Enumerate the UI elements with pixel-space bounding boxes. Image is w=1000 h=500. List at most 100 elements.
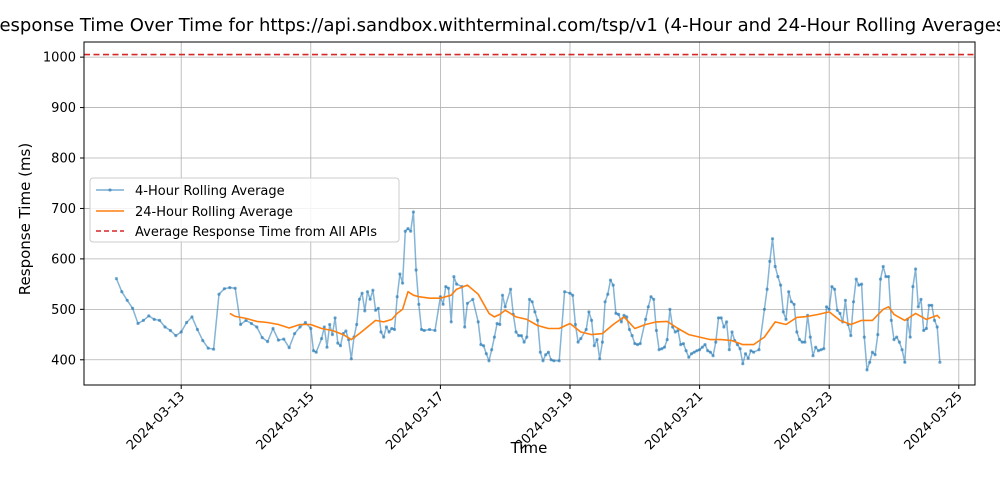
data-point-4h	[611, 283, 615, 287]
data-point-4h	[668, 307, 672, 311]
data-point-4h	[644, 317, 648, 321]
data-point-4h	[403, 229, 407, 233]
data-point-4h	[482, 344, 486, 348]
data-point-4h	[503, 305, 507, 309]
data-point-4h	[830, 285, 834, 289]
grid	[84, 42, 975, 385]
data-point-4h	[743, 352, 748, 356]
data-point-4h	[673, 330, 677, 334]
data-point-4h	[762, 307, 767, 311]
data-point-4h	[490, 348, 494, 352]
data-point-4h	[627, 327, 632, 332]
data-point-4h	[819, 348, 823, 352]
data-point-4h	[592, 344, 596, 348]
data-point-4h	[206, 346, 210, 350]
data-point-4h	[395, 295, 399, 299]
data-point-4h	[228, 286, 232, 290]
data-point-4h	[428, 327, 432, 332]
data-point-4h	[638, 342, 642, 346]
data-point-4h	[927, 303, 931, 307]
data-point-4h	[455, 282, 459, 286]
data-point-4h	[392, 327, 397, 332]
data-point-4h	[849, 334, 853, 338]
data-point-4h	[606, 292, 610, 296]
data-point-4h	[590, 318, 594, 322]
data-point-4h	[884, 275, 888, 279]
data-point-4h	[414, 268, 418, 272]
data-point-4h	[411, 210, 415, 214]
data-point-4h	[587, 310, 591, 314]
data-point-4h	[409, 229, 413, 233]
data-point-4h	[320, 337, 324, 341]
data-point-4h	[384, 325, 388, 329]
data-point-4h	[584, 327, 588, 332]
data-point-4h	[530, 300, 534, 304]
data-point-4h	[357, 297, 361, 301]
x-tick-label: 2024-03-17	[383, 389, 447, 453]
data-point-4h	[163, 325, 167, 329]
plot-frame	[83, 41, 976, 386]
data-point-4h	[390, 326, 394, 331]
data-point-4h	[719, 316, 723, 320]
data-point-4h	[471, 297, 475, 301]
data-point-4h	[382, 335, 386, 339]
data-point-4h	[522, 340, 526, 344]
data-point-4h	[725, 320, 729, 324]
data-point-4h	[776, 275, 780, 279]
data-point-4h	[603, 300, 607, 304]
data-point-4h	[371, 288, 375, 292]
data-point-4h	[579, 337, 583, 341]
data-point-4h	[662, 345, 667, 349]
data-point-4h	[814, 345, 818, 349]
data-point-4h	[266, 340, 270, 344]
data-point-4h	[168, 328, 172, 333]
data-point-4h	[770, 237, 775, 241]
data-point-4h	[887, 275, 891, 279]
data-point-4h	[932, 318, 937, 322]
data-point-4h	[239, 322, 243, 327]
data-point-4h	[692, 350, 696, 354]
data-point-4h	[865, 368, 869, 372]
data-point-4h	[309, 326, 313, 331]
data-point-4h	[401, 281, 405, 285]
data-point-4h	[800, 340, 804, 344]
data-point-4h	[708, 350, 713, 354]
data-point-4h	[595, 338, 599, 342]
series-line-24h-rolling-average	[229, 284, 941, 346]
data-point-4h	[179, 330, 183, 334]
data-point-4h	[406, 227, 410, 231]
data-point-4h	[735, 343, 740, 347]
data-point-4h	[633, 342, 637, 346]
data-point-4h	[914, 267, 918, 271]
data-point-4h	[706, 349, 710, 353]
data-point-4h	[657, 348, 661, 352]
y-axis-label: Response Time (ms)	[16, 143, 34, 295]
data-point-4h	[768, 259, 772, 263]
data-point-4h	[873, 353, 877, 357]
data-point-4h	[654, 328, 659, 333]
data-point-4h	[536, 318, 540, 322]
data-point-4h	[757, 348, 761, 352]
data-point-4h	[851, 300, 856, 304]
data-point-4h	[614, 311, 618, 315]
data-point-4h	[803, 340, 807, 344]
data-point-4h	[495, 321, 499, 326]
data-point-4h	[911, 285, 915, 289]
data-point-4h	[600, 340, 605, 344]
data-point-4h	[795, 330, 799, 334]
data-point-4h	[854, 277, 858, 281]
data-point-4h	[878, 277, 883, 281]
data-point-4h	[330, 333, 334, 337]
data-point-4h	[325, 345, 329, 349]
data-point-4h	[630, 334, 634, 338]
data-point-4h	[190, 315, 194, 319]
data-point-4h	[374, 308, 378, 312]
data-point-4h	[722, 325, 726, 329]
legend-label-24h: 24-Hour Rolling Average	[135, 205, 293, 220]
data-point-4h	[684, 349, 688, 353]
y-tick-label: 900	[51, 101, 76, 116]
legend-marker-4h	[108, 188, 112, 192]
data-point-4h	[749, 349, 753, 353]
data-point-4h	[519, 334, 524, 338]
